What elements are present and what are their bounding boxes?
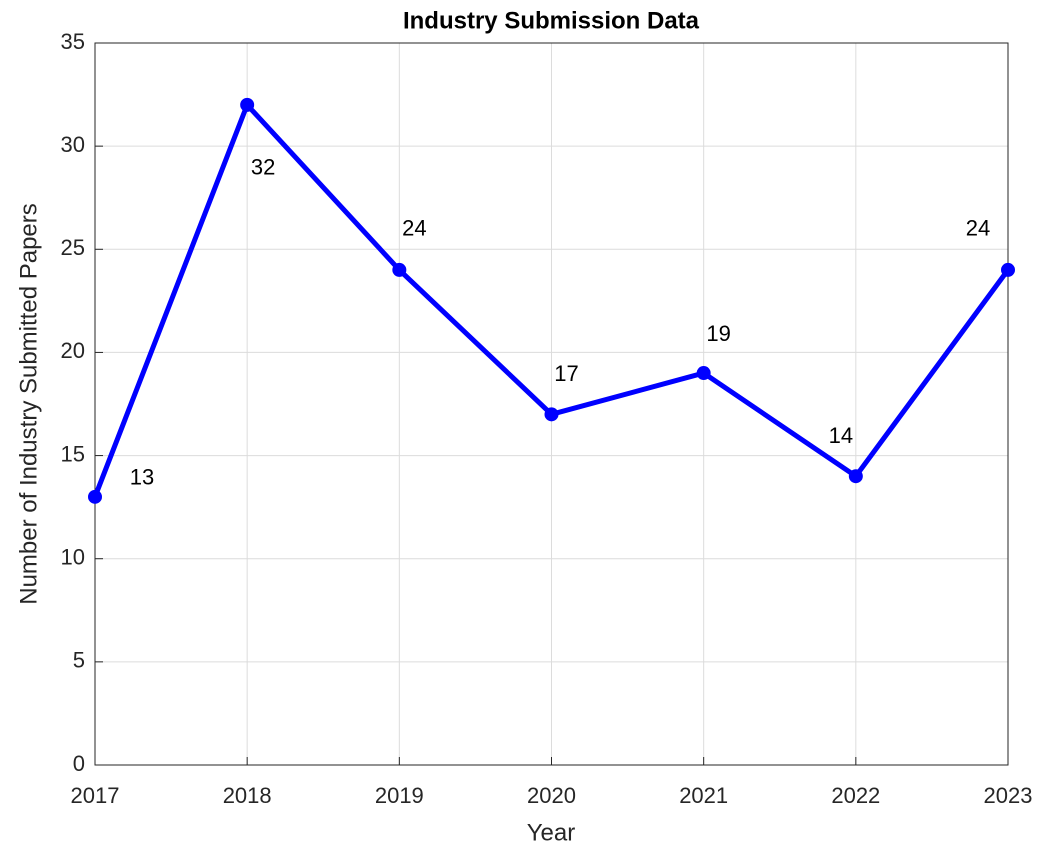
y-tick-label: 35 <box>61 29 85 54</box>
y-tick-label: 15 <box>61 441 85 466</box>
data-label: 13 <box>130 465 154 490</box>
data-label: 17 <box>554 361 578 386</box>
data-label: 24 <box>966 216 990 241</box>
data-label: 19 <box>706 321 730 346</box>
y-tick-label: 25 <box>61 235 85 260</box>
x-tick-label: 2022 <box>831 783 880 808</box>
plot-frame <box>94 42 1009 766</box>
y-tick-label: 5 <box>73 648 85 673</box>
data-label: 24 <box>402 216 426 241</box>
x-tick-label: 2023 <box>984 783 1033 808</box>
x-tick-label: 2020 <box>527 783 576 808</box>
marker <box>392 262 407 277</box>
marker <box>240 97 255 112</box>
data-label: 32 <box>251 155 275 180</box>
x-axis-label: Year <box>527 819 576 846</box>
y-tick-label: 10 <box>61 545 85 570</box>
y-tick-label: 0 <box>73 751 85 776</box>
x-tick-label: 2018 <box>223 783 272 808</box>
marker <box>1001 262 1015 277</box>
marker <box>88 489 102 504</box>
y-tick-label: 30 <box>61 132 85 157</box>
x-tick-label: 2017 <box>71 783 120 808</box>
x-tick-label: 2019 <box>375 783 424 808</box>
y-tick-label: 20 <box>61 338 85 363</box>
y-axis-label: Number of Industry Submitted Papers <box>15 203 42 605</box>
marker <box>696 366 711 381</box>
x-tick-label: 2021 <box>679 783 728 808</box>
marker <box>848 469 863 484</box>
marker <box>544 407 559 422</box>
data-label: 14 <box>829 423 853 448</box>
chart-title: Industry Submission Data <box>403 7 700 34</box>
